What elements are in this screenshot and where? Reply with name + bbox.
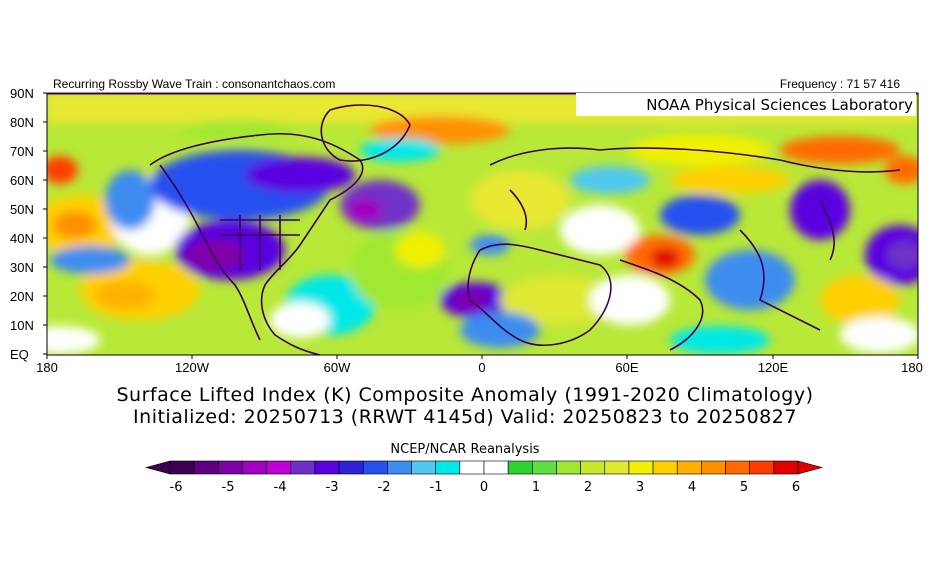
lon-label-120e: 120E xyxy=(757,360,789,375)
colorbar-swatch xyxy=(749,460,775,475)
lat-label-50n: 50N xyxy=(10,202,34,217)
lab-label: NOAA Physical Sciences Laboratory xyxy=(646,96,913,114)
lat-ticks xyxy=(43,92,47,355)
colorbar-swatch xyxy=(290,460,316,475)
colorbar-swatch xyxy=(652,460,678,475)
colorbar-swatch xyxy=(314,460,340,475)
colorbar-tick-label: -1 xyxy=(429,480,443,495)
colorbar-tick-label: 0 xyxy=(479,480,489,495)
lat-label-30n: 30N xyxy=(10,260,34,275)
anomaly-field xyxy=(47,93,918,355)
colorbar-swatch xyxy=(169,460,195,475)
colorbar-swatch xyxy=(725,460,750,475)
colorbar-swatch xyxy=(266,460,292,475)
colorbar-swatch xyxy=(459,460,485,475)
colorbar-swatch xyxy=(193,460,219,475)
lon-label-0: 0 xyxy=(478,360,486,375)
colorbar-tick-label: -5 xyxy=(221,480,235,495)
colorbar-max-arrow xyxy=(797,460,824,475)
colorbar-swatch xyxy=(362,460,388,475)
dataset-label: NCEP/NCAR Reanalysis xyxy=(390,442,540,457)
lat-label-eq: EQ xyxy=(10,347,29,362)
lat-label-70n: 70N xyxy=(10,144,34,159)
frequency-text: Frequency : 71 57 416 xyxy=(779,77,900,91)
lon-label-60e: 60E xyxy=(615,360,639,375)
colorbar-swatch xyxy=(676,460,702,475)
colorbar-swatch xyxy=(604,460,630,475)
colorbar-tick-label: 5 xyxy=(739,480,749,495)
source-credit-text: Recurring Rossby Wave Train : consonantc… xyxy=(53,77,336,91)
lat-label-40n: 40N xyxy=(10,231,34,246)
lat-label-10n: 10N xyxy=(10,318,34,333)
colorbar-min-arrow xyxy=(144,460,171,475)
lon-label-120w: 120W xyxy=(175,360,209,375)
colorbar-tick-label: 1 xyxy=(531,480,541,495)
colorbar-tick-label: -4 xyxy=(273,480,287,495)
colorbar-swatch xyxy=(338,460,364,475)
colorbar-swatch xyxy=(242,460,267,475)
colorbar-tick-label: -3 xyxy=(325,480,339,495)
colorbar-swatch xyxy=(532,460,557,475)
colorbar-swatch xyxy=(435,460,461,475)
lon-label-60w: 60W xyxy=(323,360,351,375)
lon-label-180-west: 180 xyxy=(36,360,58,375)
colorbar-swatch xyxy=(218,460,243,475)
colorbar-tick-label: 6 xyxy=(791,480,801,495)
colorbar-swatch xyxy=(556,460,581,475)
map-title-line2: Initialized: 20250713 (RRWT 4145d) Valid… xyxy=(133,406,797,428)
colorbar-tick-label: 2 xyxy=(583,480,593,495)
colorbar-tick-label: -2 xyxy=(377,480,391,495)
lat-label-20n: 20N xyxy=(10,289,34,304)
lat-label-90n: 90N xyxy=(10,86,34,101)
colorbar xyxy=(144,460,824,475)
lab-label-box xyxy=(576,93,916,116)
map-title-line1: Surface Lifted Index (K) Composite Anoma… xyxy=(116,384,814,406)
colorbar-tick-label: 3 xyxy=(635,480,645,495)
colorbar-swatch xyxy=(580,460,606,475)
colorbar-swatch xyxy=(387,460,412,475)
colorbar-swatch xyxy=(507,460,533,475)
colorbar-swatch xyxy=(483,460,509,475)
colorbar-swatch xyxy=(411,460,436,475)
colorbar-tick-label: -6 xyxy=(169,480,183,495)
lon-ticks xyxy=(46,355,919,359)
colorbar-swatch xyxy=(773,460,799,475)
lat-label-80n: 80N xyxy=(10,115,34,130)
colorbar-tick-label: 4 xyxy=(687,480,697,495)
lat-label-60n: 60N xyxy=(10,173,34,188)
colorbar-swatch xyxy=(701,460,726,475)
coastlines xyxy=(149,104,901,355)
colorbar-swatch xyxy=(628,460,654,475)
lon-label-180-east: 180 xyxy=(901,360,923,375)
